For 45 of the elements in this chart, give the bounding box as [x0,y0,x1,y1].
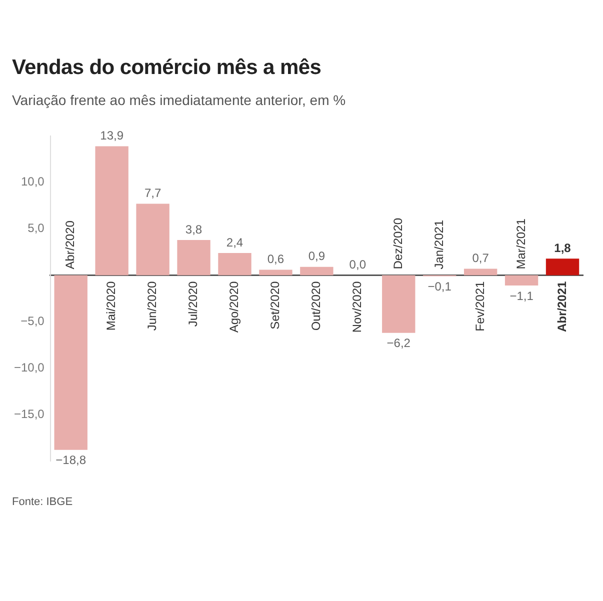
x-tick-label: Jan/2021 [432,220,446,270]
bar [300,266,334,276]
data-label: 0,9 [308,249,326,264]
data-label: −1,1 [510,288,534,303]
x-tick-label: Jul/2020 [186,280,200,327]
y-tick-label: −15,0 [14,406,45,421]
bar [464,268,498,276]
x-tick-label: Nov/2020 [350,280,364,333]
y-tick-label: 5,0 [28,221,45,236]
bar [546,258,580,276]
data-label: 2,4 [226,235,244,250]
x-tick-label: Ago/2020 [227,280,242,333]
data-label: 0,7 [472,251,490,266]
data-label: 1,8 [554,240,572,255]
y-tick-label: −5,0 [20,314,45,328]
data-label: 0,0 [349,258,366,272]
bar [177,240,210,276]
bar [218,253,252,276]
data-label: −6,2 [386,336,411,350]
x-tick-label: Dez/2020 [390,218,405,270]
x-tick-label: Out/2020 [308,280,323,331]
y-tick-label: −10,0 [14,360,45,374]
data-label: 3,8 [185,222,202,236]
data-label: 13,9 [100,128,124,143]
bar [259,270,292,276]
x-tick-label: Mai/2020 [104,280,118,331]
data-label: 0,6 [267,252,284,266]
bar [504,275,538,286]
bar [136,204,170,276]
chart-title: Vendas do comércio mês a mês [12,56,322,80]
chart-subtitle: Variação frente ao mês imediatamente anterior, em % [12,92,346,108]
data-label: −0,1 [428,280,452,294]
bar [54,275,88,450]
x-tick-label: Abr/2020 [63,220,78,270]
source-note: Fonte: IBGE [12,496,73,508]
x-tick-label: Mar/2021 [514,218,528,270]
x-tick-label: Set/2020 [268,280,282,330]
y-tick-label: 10,0 [21,174,45,189]
bar [95,146,128,276]
x-tick-label: Abr/2021 [554,280,569,332]
x-tick-label: Fev/2021 [472,280,487,332]
data-label: 7,7 [144,186,162,200]
bar [382,275,416,333]
x-tick-label: Jun/2020 [145,280,160,331]
data-label: −18,8 [56,453,86,468]
